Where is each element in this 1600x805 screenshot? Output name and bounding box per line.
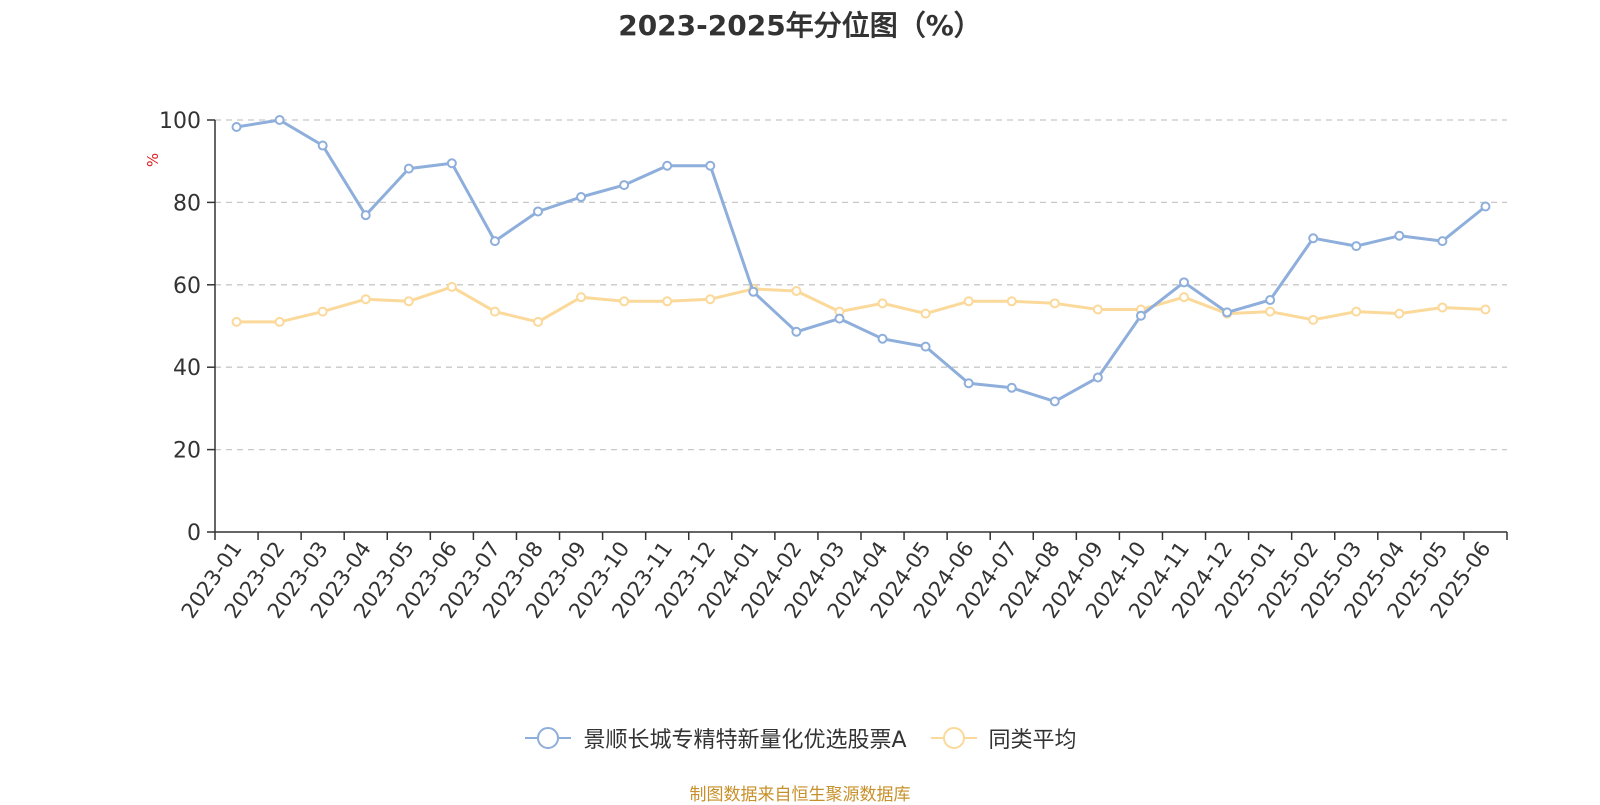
data-point [1265,295,1276,306]
legend-marker [525,727,572,749]
chart-title: 2023-2025年分位图（%） [618,9,982,42]
legend-marker-circle [942,727,965,749]
data-point [963,296,974,307]
legend-marker-circle [537,727,560,749]
data-point [360,294,371,305]
legend-label: 同类平均 [988,728,1077,753]
data-point [1006,296,1017,307]
data-point [920,341,931,352]
data-point [576,292,587,303]
data-point [662,160,673,171]
data-point [1179,277,1189,288]
data-point [489,236,500,247]
series-line [236,118,1487,403]
data-point [317,306,328,317]
y-tick-label: 20 [173,439,201,464]
data-point [403,163,414,174]
data-point [231,122,242,133]
data-point [446,281,457,292]
data-point [274,316,285,327]
data-point [446,158,457,169]
data-point [576,192,587,203]
data-point [877,298,888,309]
data-point [920,308,931,319]
line-chart: 0204060801002023-012023-022023-032023-04… [144,109,1508,623]
source-note: 制图数据来自恒生聚源数据库 [689,785,911,805]
data-point [1308,233,1319,244]
data-point [1308,314,1319,325]
data-point [705,160,716,171]
series-line [236,285,1486,324]
data-point [1049,396,1060,407]
data-point [619,180,630,191]
data-point [533,316,543,327]
data-point [317,140,328,151]
data-point [1437,236,1448,247]
data-point [791,326,802,337]
data-point [1265,306,1276,317]
data-point [1437,302,1448,313]
data-point [963,378,974,389]
data-point [360,210,371,221]
y-tick-label: 100 [159,109,201,134]
y-tick-label: 80 [173,191,201,216]
data-point [1092,304,1103,315]
legend-label: 景顺长城专精特新量化优选股票A [583,728,907,753]
data-point [1179,292,1189,303]
data-point [1135,310,1146,321]
legend-marker [930,727,977,749]
data-point [1394,308,1405,319]
legend: 景顺长城专精特新量化优选股票A 同类平均 [0,722,1600,754]
data-point [1222,307,1233,318]
data-point [877,333,888,344]
axis-layer: 0204060801002023-012023-022023-032023-04… [159,109,1508,623]
data-point [748,286,759,297]
legend-item[interactable]: 同类平均 [929,722,1077,754]
data-point [705,294,716,305]
y-axis-label: % [144,153,162,167]
data-point [1480,201,1491,212]
data-point [231,316,242,327]
data-point [1394,230,1405,241]
data-point [1351,241,1362,252]
data-point [1049,298,1060,309]
data-point [834,313,845,324]
y-tick-label: 40 [173,356,201,381]
data-point [1092,372,1103,383]
y-tick-label: 60 [173,274,201,299]
data-point [533,206,543,217]
data-point [403,296,414,307]
data-point [489,306,500,317]
y-tick-label: 0 [187,521,201,546]
data-point [619,296,630,307]
data-point [274,115,285,125]
data-point [1480,304,1491,315]
data-point [791,285,802,296]
data-point [662,296,673,307]
data-point [1351,306,1362,317]
legend-item[interactable]: 景顺长城专精特新量化优选股票A [523,722,907,754]
data-point [1006,382,1017,393]
series-layer [231,115,1491,407]
